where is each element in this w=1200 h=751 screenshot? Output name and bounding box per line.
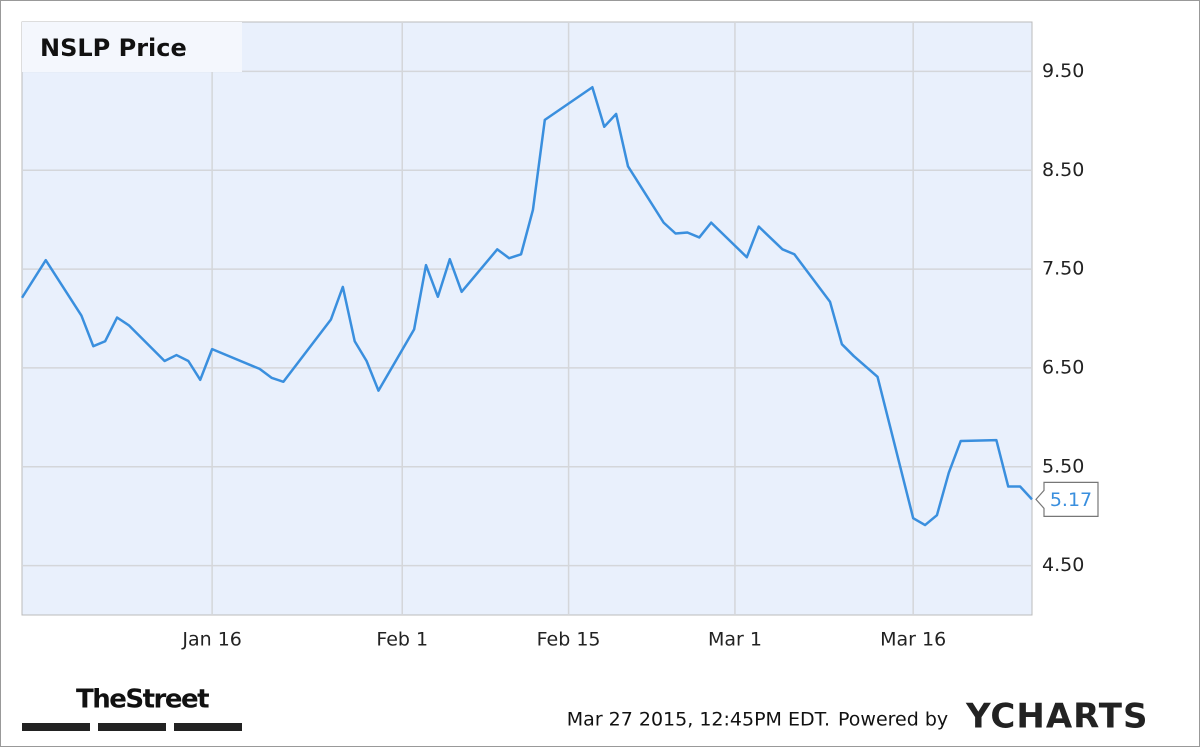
y-tick-label: 6.50 <box>1042 356 1084 378</box>
chart-title: NSLP Price <box>40 34 187 62</box>
y-tick-label: 8.50 <box>1042 159 1084 181</box>
y-tick-label: 5.50 <box>1042 455 1084 477</box>
grid <box>22 22 1032 615</box>
x-tick-label: Mar 16 <box>880 629 946 651</box>
x-tick-label: Jan 16 <box>181 629 242 651</box>
last-value-label: 5.17 <box>1050 489 1092 511</box>
label-layer: 4.50 5.50 6.50 7.50 8.50 9.50 Jan 16 Feb 1 Feb 1… <box>181 60 1099 651</box>
price-line <box>20 85 1033 527</box>
logo: TheStreet <box>22 685 242 731</box>
x-tick-label: Feb 1 <box>376 629 428 651</box>
series-layer <box>20 85 1033 527</box>
brand: YCHARTS <box>965 697 1148 737</box>
y-tick-label: 7.50 <box>1042 258 1084 280</box>
logo-bar <box>22 723 90 731</box>
logo-bar <box>174 723 242 731</box>
title-box <box>22 22 242 72</box>
y-tick-label: 9.50 <box>1042 60 1084 82</box>
x-tick-label: Mar 1 <box>708 629 762 651</box>
logo-bar <box>98 723 166 731</box>
logo-text: TheStreet <box>76 685 209 715</box>
timestamp: Mar 27 2015, 12:45PM EDT. <box>567 709 830 731</box>
x-tick-label: Feb 15 <box>537 629 601 651</box>
powered-by: Powered by <box>838 709 948 731</box>
y-tick-label: 4.50 <box>1042 554 1084 576</box>
last-value-box <box>1035 481 1099 517</box>
plot-area <box>21 21 1033 616</box>
